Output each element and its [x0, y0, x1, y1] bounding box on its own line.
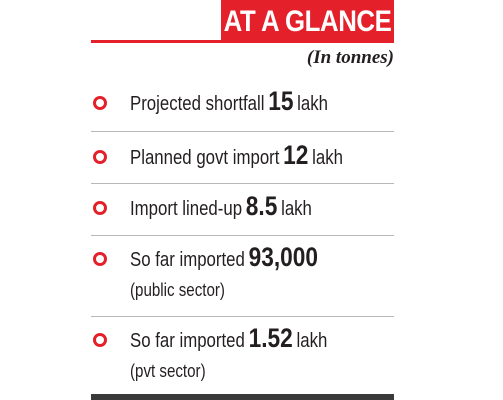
page-title: AT A GLANCE [223, 4, 392, 38]
item-label: So far imported [130, 330, 245, 352]
item-value: 1.52 [248, 323, 293, 353]
ring-bullet-icon [93, 252, 107, 266]
ring-bullet-icon [93, 96, 107, 110]
divider [91, 183, 394, 184]
ring-bullet-icon [93, 201, 107, 215]
item-label: Planned govt import [130, 147, 280, 169]
divider [91, 316, 394, 317]
item-value: 93,000 [248, 242, 318, 272]
divider [91, 131, 394, 132]
header-box: AT A GLANCE [221, 0, 394, 43]
unit-note: (In tonnes) [306, 47, 394, 68]
ring-bullet-icon [93, 150, 107, 164]
item-unit: lakh [297, 93, 329, 115]
item-unit: lakh [296, 330, 328, 352]
item-label: So far imported [130, 249, 245, 271]
item-label: Projected shortfall [130, 93, 265, 115]
ring-bullet-icon [93, 333, 107, 347]
divider [91, 235, 394, 236]
item-value: 12 [283, 140, 309, 170]
bottom-rule [91, 394, 394, 400]
item-value: 8.5 [245, 191, 278, 221]
item-subtext: (public sector) [130, 280, 225, 300]
item-label: Import lined-up [130, 198, 243, 220]
item-subtext: (pvt sector) [130, 361, 206, 381]
item-value: 15 [268, 86, 294, 116]
item-unit: lakh [281, 198, 312, 220]
item-unit: lakh [312, 147, 343, 169]
